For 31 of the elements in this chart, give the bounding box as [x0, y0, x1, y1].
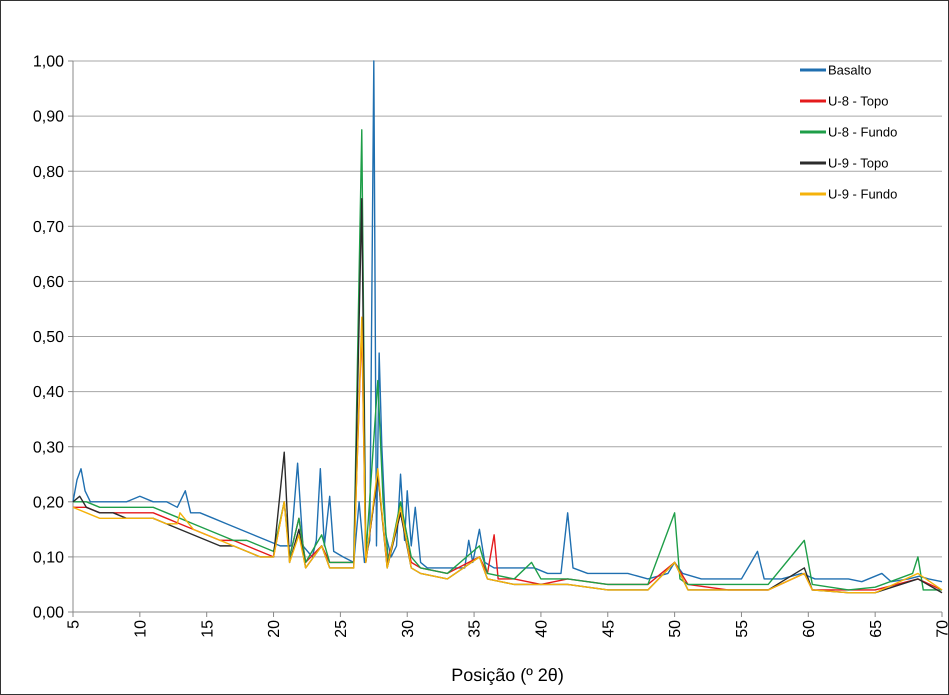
- x-tick-label: 40: [534, 620, 551, 638]
- y-tick-label: 0,30: [32, 439, 64, 456]
- x-tick-label: 25: [332, 620, 350, 638]
- legend-label: U-9 - Topo: [828, 156, 888, 171]
- x-tick-label: 35: [466, 620, 484, 638]
- x-tick-label: 10: [132, 620, 150, 638]
- x-axis-title: Posição (º 2θ): [451, 665, 564, 685]
- legend-label: U-8 - Fundo: [828, 124, 898, 140]
- y-tick-label: 0,10: [32, 550, 64, 566]
- legend-label: U-9 - Fundo: [828, 186, 898, 202]
- y-tick-label: 0,80: [32, 164, 64, 181]
- x-tick-label: 65: [868, 620, 885, 638]
- y-tick-label: 0,50: [32, 329, 64, 346]
- y-tick-label: 0,00: [32, 604, 64, 622]
- legend-label: Basalto: [828, 62, 872, 78]
- x-tick-label: 60: [800, 620, 818, 638]
- y-tick-label: 0,40: [32, 384, 64, 402]
- x-tick-label: 45: [600, 620, 618, 638]
- x-tick-label: 5: [66, 620, 83, 629]
- x-tick-label: 55: [734, 620, 752, 638]
- y-tick-label: 0,60: [32, 274, 64, 291]
- y-tick-label: 1,00: [32, 54, 64, 71]
- y-tick-label: 0,20: [32, 494, 64, 512]
- x-tick-label: 50: [667, 620, 684, 638]
- legend-label: U-8 - Topo: [828, 94, 888, 109]
- y-tick-label: 0,90: [32, 108, 64, 126]
- y-tick-label: 0,70: [32, 218, 64, 236]
- x-tick-label: 30: [400, 620, 417, 638]
- x-tick-label: 15: [199, 620, 216, 638]
- x-tick-label: 20: [266, 620, 284, 638]
- x-tick-label: 70: [934, 620, 949, 638]
